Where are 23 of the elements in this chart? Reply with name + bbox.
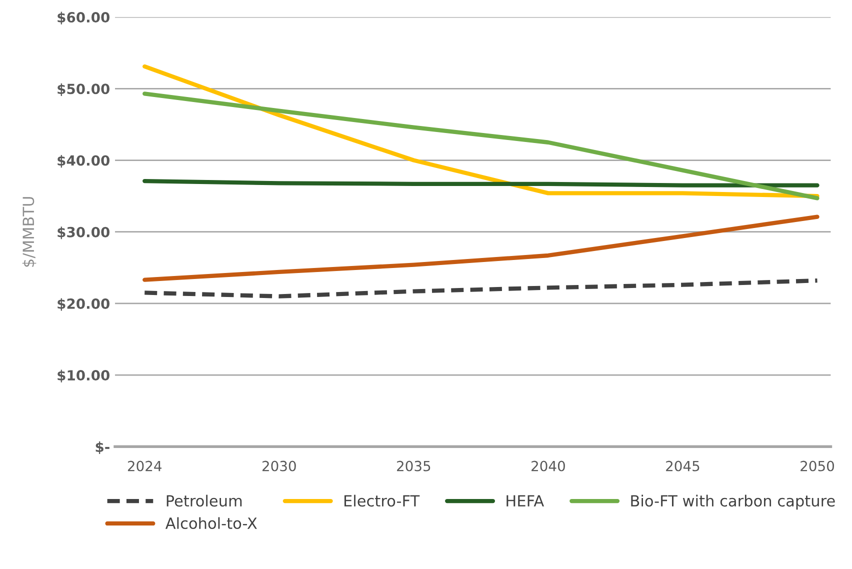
y-tick-label: $- bbox=[96, 441, 110, 454]
x-tick-label: 2035 bbox=[397, 460, 430, 472]
x-tick-label: 2030 bbox=[262, 460, 296, 472]
x-tick-label: 2045 bbox=[666, 460, 700, 472]
y-tick-label: $50.00 bbox=[58, 83, 110, 96]
x-tick-label: 2040 bbox=[532, 460, 565, 472]
legend-label: Alcohol-to-X bbox=[165, 517, 257, 530]
line-series bbox=[142, 64, 820, 198]
x-tick-label: 2024 bbox=[128, 460, 162, 472]
x-tick-label: 2050 bbox=[800, 460, 834, 472]
legend-label: Electro-FT bbox=[344, 494, 420, 507]
y-tick-label: $10.00 bbox=[58, 370, 110, 382]
legend-label: Petroleum bbox=[166, 494, 242, 507]
line-series bbox=[142, 214, 820, 282]
line-series bbox=[142, 92, 820, 200]
y-axis-title: $/MMBTU bbox=[22, 197, 36, 267]
y-tick-label: $60.00 bbox=[58, 12, 110, 24]
legend-label: HEFA bbox=[506, 495, 544, 506]
y-tick-label: $40.00 bbox=[58, 154, 110, 168]
y-tick-label: $30.00 bbox=[58, 226, 110, 240]
legend-label: Bio-FT with carbon capture bbox=[631, 494, 835, 510]
y-tick-label: $20.00 bbox=[58, 298, 110, 311]
line-series bbox=[142, 278, 820, 298]
